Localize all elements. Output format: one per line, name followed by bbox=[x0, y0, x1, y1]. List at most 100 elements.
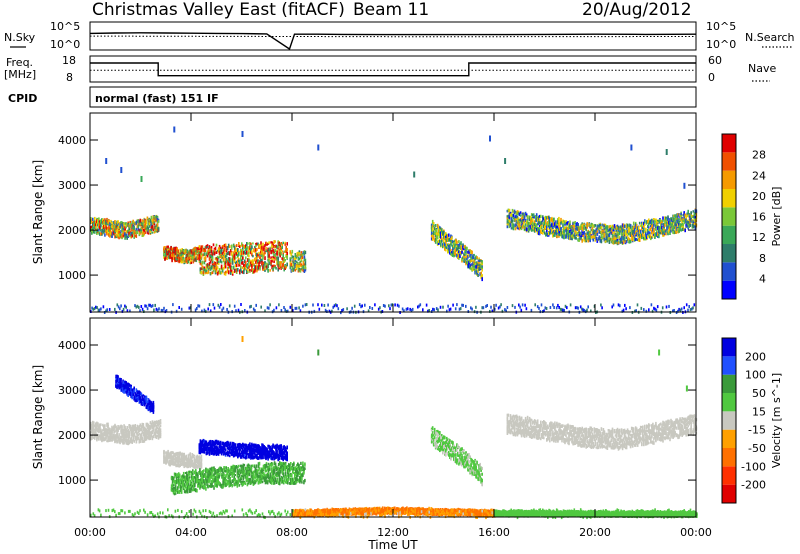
velocity-cell bbox=[123, 390, 125, 394]
power-cell bbox=[96, 232, 98, 235]
velocity-cell bbox=[124, 425, 126, 429]
power-cell bbox=[285, 246, 287, 249]
power-cell bbox=[102, 225, 104, 228]
power-cell bbox=[606, 228, 609, 233]
power-cell bbox=[215, 259, 218, 262]
velocity-cell bbox=[95, 422, 97, 425]
power-cell bbox=[670, 222, 672, 226]
power-cell bbox=[507, 208, 510, 213]
velocity-cell bbox=[148, 431, 151, 436]
power-cell bbox=[196, 256, 199, 259]
power-cell bbox=[528, 225, 531, 228]
power-cell bbox=[142, 228, 145, 233]
power-ytick-label: 3000 bbox=[58, 179, 86, 192]
power-cell bbox=[291, 269, 294, 272]
power-cell bbox=[281, 263, 283, 268]
power-cell bbox=[434, 237, 437, 242]
power-cell bbox=[123, 230, 125, 235]
power-cell bbox=[590, 235, 593, 239]
power-ground-cell bbox=[371, 307, 374, 310]
velocity-cell bbox=[117, 384, 119, 388]
power-cell bbox=[430, 223, 433, 227]
power-cell bbox=[260, 246, 262, 250]
power-cell bbox=[636, 226, 639, 231]
power-cell bbox=[186, 257, 189, 261]
power-ground-cell bbox=[158, 307, 160, 311]
power-cell bbox=[206, 263, 209, 267]
power-cell bbox=[538, 218, 541, 222]
power-cell bbox=[109, 233, 111, 238]
power-cell bbox=[268, 248, 270, 252]
power-cell bbox=[299, 256, 302, 259]
velocity-cell bbox=[107, 435, 109, 440]
power-cell bbox=[244, 259, 246, 263]
power-cell bbox=[231, 261, 234, 265]
power-cell bbox=[444, 246, 446, 251]
power-ground-cell bbox=[536, 305, 539, 309]
velocity-cell bbox=[135, 393, 138, 397]
power-cell bbox=[234, 268, 237, 272]
velocity-cell bbox=[131, 424, 133, 429]
power-cell bbox=[600, 233, 603, 237]
power-cell bbox=[643, 227, 645, 231]
power-cell bbox=[135, 227, 138, 232]
power-cell bbox=[670, 224, 672, 228]
power-cell bbox=[679, 227, 681, 231]
power-cell bbox=[579, 227, 581, 230]
power-cell bbox=[99, 222, 101, 226]
power-cell bbox=[683, 215, 685, 219]
power-cell bbox=[585, 233, 587, 237]
velocity-cell bbox=[113, 425, 115, 430]
power-cell bbox=[540, 214, 542, 218]
power-cell bbox=[229, 261, 232, 265]
power-cell bbox=[523, 219, 526, 223]
power-cell bbox=[442, 245, 444, 249]
velocity-cell bbox=[123, 424, 125, 429]
velocity-cell bbox=[147, 406, 150, 411]
velocity-cell bbox=[118, 427, 120, 430]
velocity-cell bbox=[154, 433, 157, 436]
power-cell bbox=[538, 225, 541, 228]
power-cell bbox=[138, 221, 141, 225]
power-cell bbox=[198, 245, 201, 249]
velocity-cell bbox=[105, 429, 107, 434]
velocity-cell bbox=[93, 426, 95, 430]
power-cell bbox=[629, 224, 632, 227]
power-ground-cell bbox=[213, 306, 216, 310]
power-cell bbox=[677, 227, 679, 232]
power-cell bbox=[560, 217, 562, 223]
power-cell bbox=[279, 246, 281, 250]
power-cell bbox=[122, 230, 124, 233]
power-cell bbox=[639, 235, 642, 238]
power-cell bbox=[114, 235, 116, 239]
power-cell bbox=[592, 235, 595, 239]
power-ground-cell bbox=[520, 308, 523, 312]
power-cell bbox=[668, 228, 670, 231]
velocity-cell bbox=[133, 398, 135, 401]
power-cell bbox=[655, 220, 657, 223]
power-cell bbox=[467, 254, 469, 259]
velocity-cell bbox=[158, 430, 161, 435]
power-cell bbox=[470, 267, 472, 271]
power-ground-cell bbox=[619, 304, 621, 308]
power-cell bbox=[634, 223, 637, 228]
power-ground-cell bbox=[461, 303, 463, 307]
power-ground-cell bbox=[454, 307, 457, 311]
power-cell bbox=[533, 222, 536, 227]
power-cell bbox=[209, 267, 212, 271]
power-cell bbox=[300, 251, 303, 254]
power-ground-cell bbox=[481, 306, 483, 310]
power-cell bbox=[216, 261, 219, 265]
power-ground-cell bbox=[369, 306, 371, 309]
power-cell bbox=[233, 245, 236, 250]
power-ground-cell bbox=[552, 303, 554, 307]
power-cell bbox=[141, 232, 144, 236]
power-cell bbox=[537, 220, 540, 225]
power-cell bbox=[228, 259, 231, 264]
power-cell bbox=[607, 229, 610, 233]
power-cell bbox=[475, 262, 477, 267]
power-cell bbox=[297, 251, 300, 254]
power-cell bbox=[173, 252, 175, 255]
velocity-cell bbox=[145, 428, 148, 433]
velocity-cell bbox=[100, 435, 102, 440]
